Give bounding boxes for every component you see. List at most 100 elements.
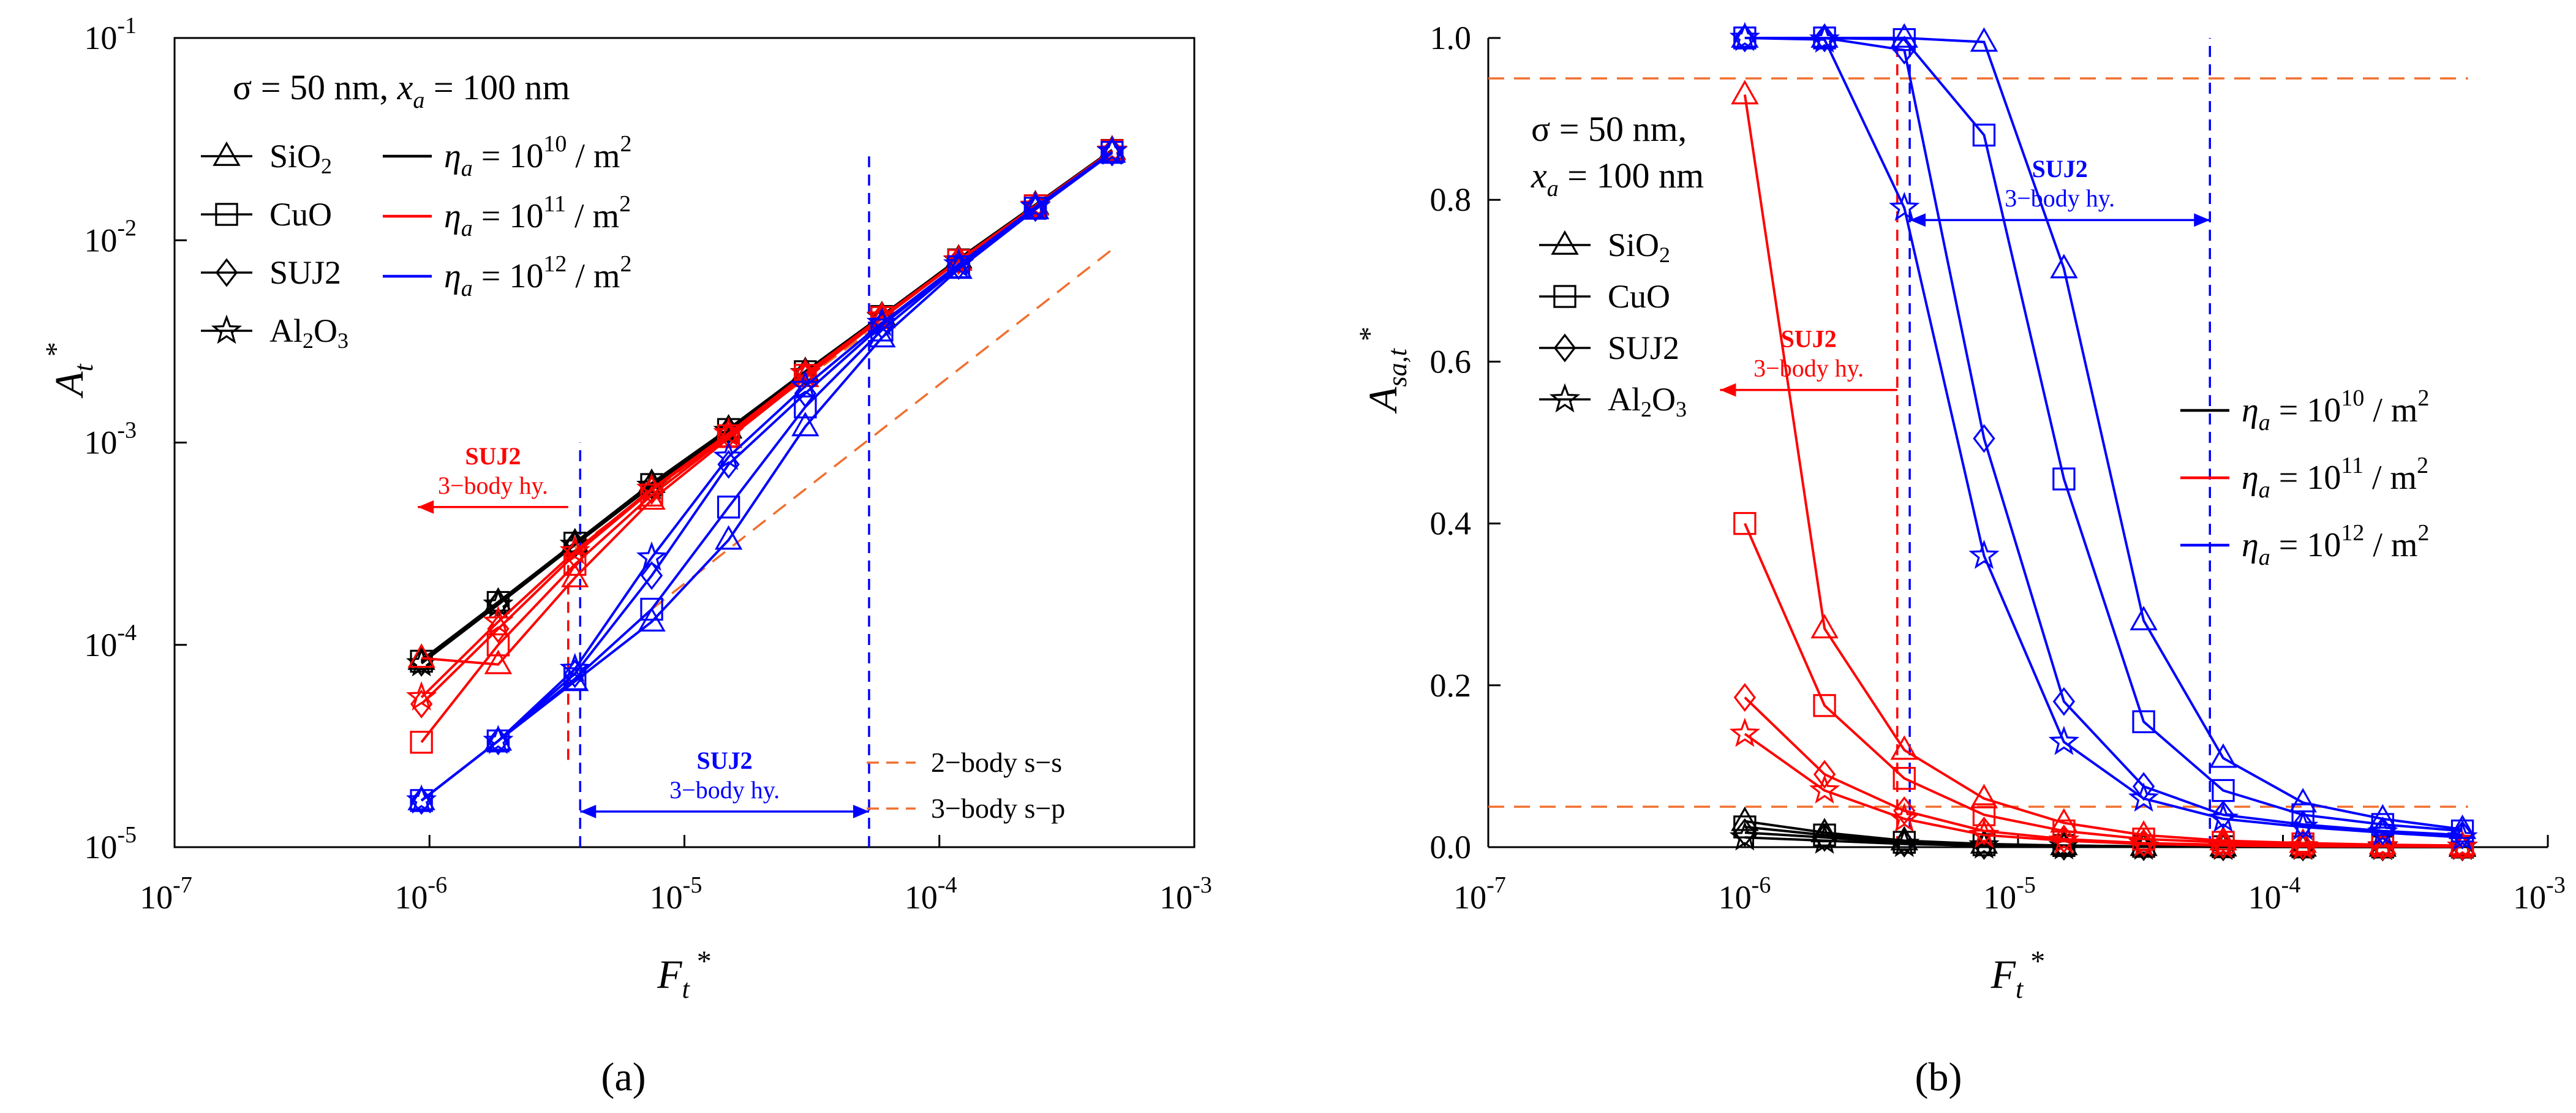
legend-label: ηa = 1012 / m2 xyxy=(444,251,632,301)
annotation-title: SUJ2 xyxy=(697,747,753,774)
x-axis-label: Ft * xyxy=(657,945,712,1004)
data-point xyxy=(1733,815,1757,839)
legend-density-10: ηa = 1010 / m2 xyxy=(383,131,632,181)
chart-panel-b: 10-7 10-6 10-5 10-4 10-3 0.0 0.2 0.4 0.6 0.8 1.0 Ft… xyxy=(1354,20,2566,1004)
data-point xyxy=(2212,800,2235,829)
data-point xyxy=(2289,788,2317,813)
data-point xyxy=(870,311,894,340)
data-point xyxy=(2048,824,2080,854)
legend-item-sio2: SiO2 xyxy=(201,138,332,178)
legend-label: 2−body s−s xyxy=(931,747,1062,778)
x-tick-label: 10-7 xyxy=(1453,872,1506,916)
legend-reference-1: 2−body s−s xyxy=(867,747,1062,778)
data-point xyxy=(866,306,898,336)
series-line xyxy=(1744,733,2463,848)
data-point xyxy=(1970,27,1998,52)
data-point xyxy=(1893,36,1916,65)
legend-marker xyxy=(215,258,238,287)
x-tick-label: 10-6 xyxy=(1719,872,1771,916)
legend-density-11: ηa = 1011 / m2 xyxy=(2180,453,2428,503)
data-point xyxy=(2447,830,2478,860)
x-tick-label: 10-4 xyxy=(2248,872,2301,916)
data-point xyxy=(2451,820,2474,850)
arrow-head xyxy=(1720,383,1736,397)
legend-label: Al2O3 xyxy=(1608,381,1687,421)
legend-density-11: ηa = 1011 / m2 xyxy=(383,191,631,241)
data-point xyxy=(1892,767,1916,790)
x-tick-label: 10-3 xyxy=(1159,872,1212,916)
reference-line xyxy=(650,248,1113,610)
data-point xyxy=(1973,817,1995,846)
data-point xyxy=(2448,814,2477,839)
data-point xyxy=(1733,818,1757,847)
data-point xyxy=(1731,23,1759,48)
x-tick-label: 10-7 xyxy=(140,872,192,916)
annotation-text: 3−body hy. xyxy=(438,472,548,499)
data-point xyxy=(486,633,510,657)
legend-marker xyxy=(1551,230,1579,255)
legend-label: ηa = 1010 / m2 xyxy=(444,131,632,181)
legend-label: SUJ2 xyxy=(1608,330,1679,366)
data-point xyxy=(2052,467,2076,491)
data-point xyxy=(483,605,514,635)
data-point xyxy=(559,535,590,565)
legend-item-cuo: CuO xyxy=(201,196,332,233)
data-point xyxy=(1813,694,1836,717)
legend-label: ηa = 1012 / m2 xyxy=(2242,520,2430,570)
chart-panel-a: 10-7 10-6 10-5 10-4 10-3 10-5 10-4 10-3 10-2 10-1… xyxy=(40,13,1212,1004)
data-point xyxy=(1968,539,2000,569)
legend-reference-2: 3−body s−p xyxy=(867,793,1065,824)
data-point xyxy=(1729,21,1760,51)
series-cuo-1e11 xyxy=(1733,511,2474,858)
legend-label: CuO xyxy=(269,196,332,233)
data-point xyxy=(1020,191,1051,221)
data-point xyxy=(483,725,514,755)
series-al2o3-1e12 xyxy=(1729,21,2478,851)
series-line xyxy=(420,149,1113,698)
condition-text: σ = 50 nm, xyxy=(1531,109,1687,149)
series-line xyxy=(1744,696,2463,848)
data-point xyxy=(1972,123,1996,147)
series-line xyxy=(1744,37,2463,832)
legend-item-cuo: CuO xyxy=(1539,278,1670,315)
arrow-head xyxy=(2194,213,2210,227)
data-point xyxy=(717,496,740,519)
y-tick-label: 1.0 xyxy=(1430,20,1472,56)
legend-label: ηa = 1010 / m2 xyxy=(2242,385,2430,436)
legend-item-suj2: SUJ2 xyxy=(1539,330,1679,366)
data-point xyxy=(1729,717,1760,747)
arrow-head xyxy=(853,804,869,818)
data-point xyxy=(1096,135,1128,165)
data-point xyxy=(1733,511,1757,535)
annotation-title: SUJ2 xyxy=(2032,155,2088,183)
data-point xyxy=(407,643,435,668)
data-point xyxy=(1731,80,1759,105)
x-tick-label: 10-5 xyxy=(1983,872,2036,916)
data-point xyxy=(2052,687,2076,716)
data-point xyxy=(559,652,590,682)
data-point xyxy=(2050,254,2078,279)
data-point xyxy=(1098,138,1126,163)
data-point xyxy=(2207,829,2239,859)
y-tick-label: 0.6 xyxy=(1430,343,1472,380)
data-point xyxy=(1809,23,1840,53)
legend-item-al2o3: Al2O3 xyxy=(201,312,348,353)
data-point xyxy=(636,541,668,571)
y-tick-label: 10-4 xyxy=(84,620,137,663)
data-point xyxy=(1889,192,1920,221)
data-point xyxy=(406,784,437,814)
legend-item-sio2: SiO2 xyxy=(1539,227,1670,267)
arrow-head xyxy=(580,804,597,818)
data-point xyxy=(640,483,663,507)
data-point xyxy=(2288,830,2319,860)
data-point xyxy=(2207,802,2239,832)
data-point xyxy=(1813,760,1836,789)
data-point xyxy=(943,248,974,278)
data-point xyxy=(2052,824,2076,854)
series-al2o3-1e11 xyxy=(1729,717,2478,860)
data-point xyxy=(410,731,433,754)
